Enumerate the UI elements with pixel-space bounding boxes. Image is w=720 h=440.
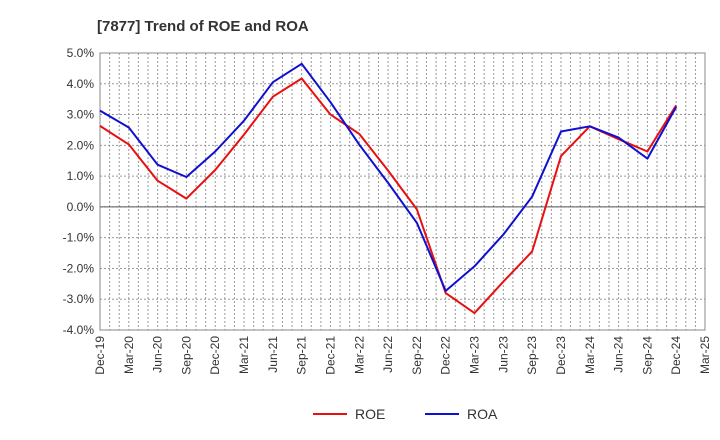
- legend-label-roa: ROA: [467, 406, 498, 422]
- x-tick-label: Jun-23: [496, 336, 510, 373]
- chart-title: [7877] Trend of ROE and ROA: [97, 18, 309, 35]
- x-tick-label: Mar-24: [583, 336, 597, 374]
- y-tick-label: 3.0%: [67, 108, 95, 122]
- x-tick-label: Mar-23: [468, 336, 482, 374]
- x-tick-label: Mar-25: [698, 336, 712, 374]
- x-tick-label: Dec-19: [93, 336, 107, 375]
- x-tick-label: Jun-22: [381, 336, 395, 373]
- y-tick-label: 1.0%: [67, 169, 95, 183]
- x-tick-label: Sep-21: [295, 336, 309, 375]
- y-tick-label: 4.0%: [67, 77, 95, 91]
- x-tick-label: Jun-24: [612, 336, 626, 373]
- y-tick-label: 5.0%: [67, 46, 95, 60]
- series-lines: [99, 62, 678, 315]
- x-tick-label: Dec-21: [323, 336, 337, 375]
- x-axis-ticks: Dec-19 Mar-20 Jun-20 Sep-20 Dec-20 Mar-21 Jun-…: [93, 336, 712, 375]
- y-axis-ticks: 5.0% 4.0% 3.0% 2.0% 1.0% 0.0% -1.0% -2.0% -3.0% -…: [63, 46, 95, 337]
- series-line-roa: [99, 62, 678, 292]
- x-tick-label: Sep-23: [525, 336, 539, 375]
- y-tick-label: -3.0%: [63, 292, 95, 306]
- x-tick-label: Mar-22: [352, 336, 366, 374]
- x-tick-label: Sep-22: [410, 336, 424, 375]
- y-tick-label: 0.0%: [67, 200, 95, 214]
- x-tick-label: Jun-20: [151, 336, 165, 373]
- x-tick-label: Sep-24: [640, 336, 654, 375]
- x-tick-label: Dec-22: [439, 336, 453, 375]
- x-tick-label: Sep-20: [179, 336, 193, 375]
- x-tick-label: Jun-21: [266, 336, 280, 373]
- x-tick-label: Dec-23: [554, 336, 568, 375]
- y-tick-label: -1.0%: [63, 231, 95, 245]
- x-tick-label: Mar-21: [237, 336, 251, 374]
- x-tick-label: Mar-20: [122, 336, 136, 374]
- legend-label-roe: ROE: [355, 406, 385, 422]
- y-tick-label: -4.0%: [63, 323, 95, 337]
- x-tick-label: Dec-24: [669, 336, 683, 375]
- series-line-roe: [99, 77, 678, 315]
- legend: ROE ROA: [313, 406, 498, 422]
- x-tick-label: Dec-20: [208, 336, 222, 375]
- y-tick-label: -2.0%: [63, 261, 95, 275]
- plot-area: [99, 52, 706, 331]
- y-tick-label: 2.0%: [67, 138, 95, 152]
